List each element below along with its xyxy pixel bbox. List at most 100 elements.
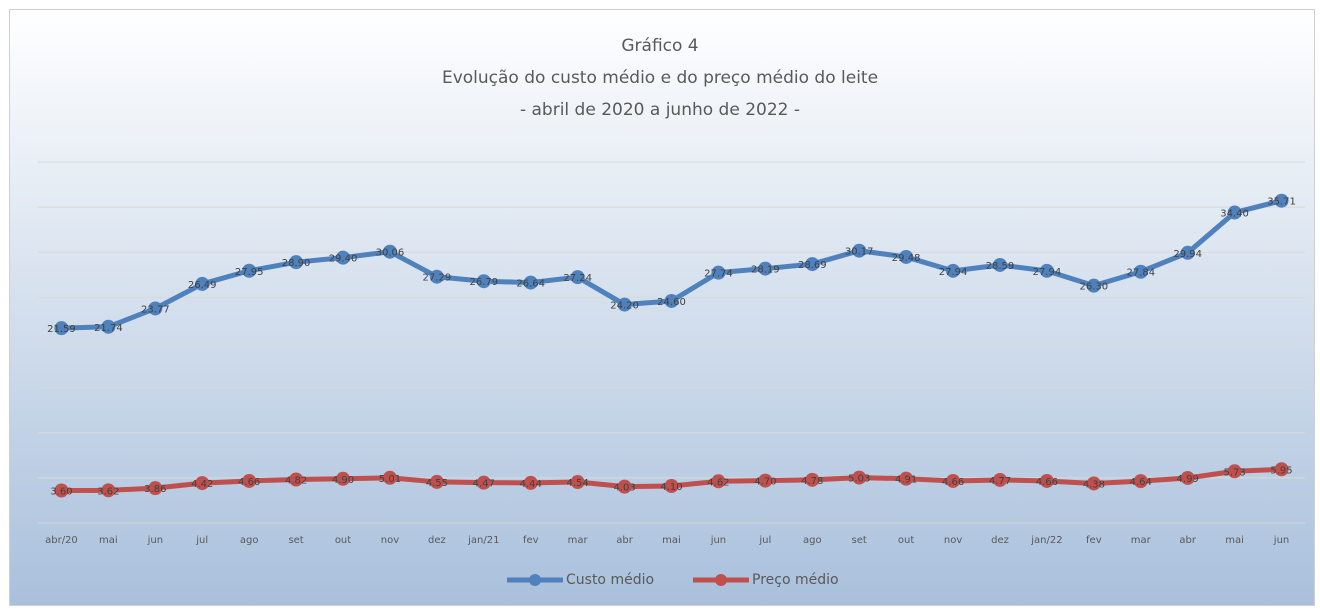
data-point [336, 471, 351, 486]
x-tick-label: nov [381, 535, 399, 546]
data-label: 4.82 [285, 475, 307, 486]
data-label: 4.44 [520, 479, 542, 490]
data-label: 26.49 [188, 280, 217, 291]
data-point [899, 471, 914, 486]
data-label: 4.66 [238, 477, 260, 488]
data-point [101, 483, 116, 498]
data-label: 26.30 [1080, 282, 1109, 293]
x-tick-label: jan/21 [467, 535, 499, 546]
data-point [242, 473, 257, 488]
data-label: 4.38 [1083, 479, 1105, 490]
x-tick-label: abr [616, 535, 633, 546]
data-point [1227, 205, 1242, 220]
data-label: 26.79 [469, 277, 498, 288]
x-tick-label: jul [195, 535, 208, 546]
data-point [664, 478, 679, 493]
data-point [805, 472, 820, 487]
data-point [758, 261, 773, 276]
x-tick-label: mai [1225, 535, 1244, 546]
x-tick-label: jan/22 [1030, 535, 1062, 546]
data-point [899, 249, 914, 264]
data-point [946, 263, 961, 278]
data-point [54, 321, 69, 336]
data-point [382, 244, 397, 259]
data-label: 27.94 [939, 267, 968, 278]
data-point [336, 250, 351, 265]
data-point [1180, 470, 1195, 485]
data-label: 4.90 [332, 475, 354, 486]
data-label: 4.62 [707, 477, 729, 488]
data-label: 4.66 [942, 477, 964, 488]
chart-title: Gráfico 4 [621, 36, 698, 56]
legend-marker [715, 574, 727, 586]
data-label: 4.55 [426, 478, 448, 489]
data-label: 4.78 [801, 476, 823, 487]
data-label: 24.20 [610, 301, 639, 312]
data-point [101, 319, 116, 334]
chart-date-range: - abril de 2020 a junho de 2022 - [520, 100, 800, 120]
data-label: 27.74 [704, 269, 733, 280]
x-tick-label: jun [147, 535, 163, 546]
data-label: 4.99 [1177, 474, 1199, 485]
data-point [570, 475, 585, 490]
data-point [148, 301, 163, 316]
x-tick-label: fev [1086, 535, 1102, 546]
data-label: 30.17 [845, 247, 874, 258]
data-point [1274, 193, 1289, 208]
data-point [805, 257, 820, 272]
data-label: 4.47 [473, 479, 495, 490]
data-label: 4.66 [1036, 477, 1058, 488]
data-point [1039, 263, 1054, 278]
data-label: 5.03 [848, 474, 870, 485]
data-point [711, 474, 726, 489]
data-point [1180, 245, 1195, 260]
data-label: 4.77 [989, 476, 1011, 487]
x-tick-label: mar [1131, 535, 1152, 546]
data-label: 27.84 [1126, 268, 1155, 279]
data-label: 21.74 [94, 323, 123, 334]
data-point [476, 274, 491, 289]
data-label: 4.03 [613, 483, 635, 494]
data-point [523, 475, 538, 490]
x-tick-label: jun [710, 535, 726, 546]
x-tick-label: abr [1179, 535, 1196, 546]
data-point [382, 470, 397, 485]
data-point [1227, 464, 1242, 479]
data-point [476, 475, 491, 490]
x-tick-label: dez [428, 535, 446, 546]
x-tick-label: mai [662, 535, 681, 546]
data-label: 3.86 [144, 484, 166, 495]
data-point [1133, 474, 1148, 489]
data-label: 4.54 [567, 478, 589, 489]
data-label: 35.71 [1267, 197, 1296, 208]
data-label: 34.40 [1220, 209, 1249, 220]
data-label: 28.90 [282, 258, 311, 269]
legend-label: Custo médio [566, 572, 654, 588]
data-point [1133, 264, 1148, 279]
legend-label: Preço médio [752, 572, 839, 588]
data-label: 24.60 [657, 297, 686, 308]
x-tick-label: nov [944, 535, 962, 546]
data-point [523, 275, 538, 290]
data-label: 4.64 [1130, 477, 1152, 488]
data-label: 4.42 [191, 479, 213, 490]
data-point [852, 243, 867, 258]
data-label: 29.94 [1173, 249, 1202, 260]
x-tick-label: mar [568, 535, 589, 546]
data-label: 30.06 [376, 248, 405, 259]
data-label: 4.10 [660, 482, 682, 493]
data-point [195, 276, 210, 291]
data-label: 27.95 [235, 267, 264, 278]
data-label: 29.48 [892, 253, 921, 264]
data-label: 5.95 [1270, 465, 1292, 476]
data-point [758, 473, 773, 488]
data-point [429, 474, 444, 489]
data-point [992, 257, 1007, 272]
data-label: 26.64 [516, 279, 545, 290]
data-point [852, 470, 867, 485]
x-tick-label: out [335, 535, 351, 546]
data-label: 5.01 [379, 474, 401, 485]
x-tick-label: fev [523, 535, 539, 546]
x-tick-label: jul [758, 535, 771, 546]
